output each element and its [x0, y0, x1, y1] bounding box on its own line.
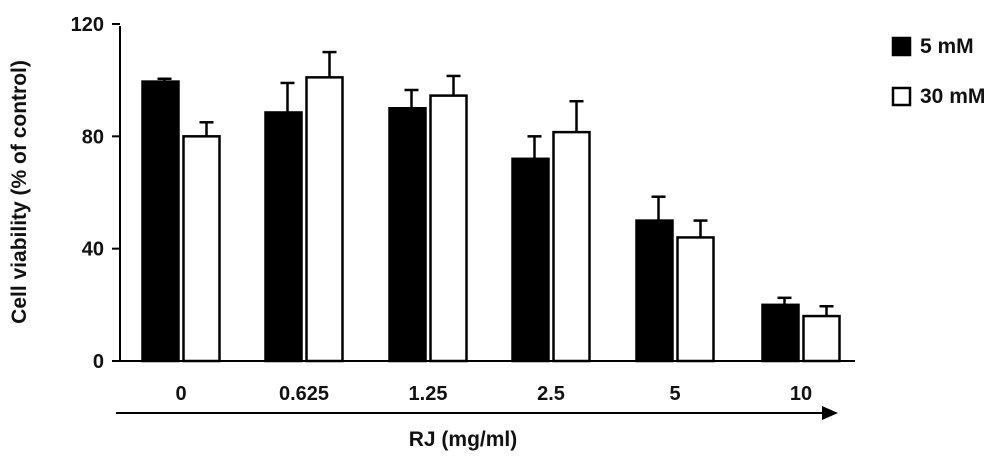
- x-tick-label: 1.25: [409, 383, 448, 405]
- y-tick-label: 40: [82, 239, 104, 261]
- legend-swatch: [891, 86, 912, 107]
- bar-5mm: [635, 219, 674, 363]
- bar-30mm: [552, 130, 591, 363]
- bar-30mm: [182, 135, 221, 363]
- legend-label: 30 mM: [920, 85, 985, 108]
- legend: 5 mM 30 mM: [891, 35, 985, 108]
- bar-30mm: [802, 314, 841, 363]
- x-tick-label: 10: [790, 383, 812, 405]
- x-axis-arrow: [116, 406, 838, 420]
- bar-5mm: [761, 303, 800, 363]
- bar-5mm: [388, 107, 427, 363]
- y-axis-ticks: 0 40 80 120: [71, 14, 120, 373]
- x-axis-title: RJ (mg/ml): [409, 428, 518, 451]
- x-tick-label: 0: [175, 383, 186, 405]
- x-tick-label: 5: [669, 383, 680, 405]
- bar-5mm: [141, 80, 180, 363]
- x-tick-label: 0.625: [279, 383, 329, 405]
- x-axis-ticks: 0 0.625 1.25 2.5 5 10: [175, 383, 812, 405]
- y-tick-label: 120: [71, 14, 104, 36]
- bar-5mm: [264, 111, 303, 363]
- legend-label: 5 mM: [920, 35, 974, 58]
- y-tick-label: 80: [82, 126, 104, 148]
- bars-layer: [141, 50, 841, 363]
- y-tick-label: 0: [93, 351, 104, 373]
- x-tick-label: 2.5: [537, 383, 565, 405]
- legend-swatch: [891, 36, 912, 57]
- bar-5mm: [511, 157, 550, 363]
- bar-30mm: [429, 94, 468, 363]
- bar-30mm: [676, 236, 715, 363]
- bar-30mm: [305, 76, 344, 363]
- y-axis-title: Cell viability (% of control): [8, 60, 31, 324]
